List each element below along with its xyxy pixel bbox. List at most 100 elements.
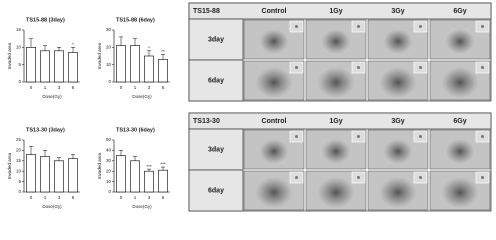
x-tick-label: 6 <box>162 195 165 200</box>
row-label-bg <box>188 169 244 212</box>
spheroid <box>256 67 292 98</box>
spheroid <box>446 139 474 164</box>
y-tick-label: 30 <box>106 27 112 32</box>
column-header: Control <box>262 8 287 15</box>
column-header: 6Gy <box>453 8 466 15</box>
x-tick-label: 1 <box>134 85 137 90</box>
bar <box>130 160 140 193</box>
x-tick-label: 3 <box>148 195 151 200</box>
error-bar <box>133 38 137 46</box>
error-bar <box>43 45 47 51</box>
column-header: 6Gy <box>453 118 466 125</box>
row-header: 6day <box>208 77 224 84</box>
x-tick-label: 0 <box>120 85 123 90</box>
bar <box>26 154 36 193</box>
spheroid <box>446 29 474 54</box>
inset-dot <box>419 66 422 69</box>
bar <box>54 160 64 193</box>
inset-dot <box>295 135 298 138</box>
column-header: 1Gy <box>329 118 342 125</box>
bar <box>158 169 168 193</box>
y-tick-label: 20 <box>16 148 22 153</box>
x-axis-label: Dose(Gy) <box>132 94 152 99</box>
spheroid <box>260 29 288 54</box>
y-axis-label: Invaded area <box>7 42 12 69</box>
header-bg <box>188 2 492 20</box>
inset-dot <box>357 66 360 69</box>
y-tick-label: 5 <box>18 62 21 67</box>
column-header: 3Gy <box>391 8 404 15</box>
error-bar <box>119 36 123 46</box>
error-bar <box>57 47 61 51</box>
x-tick-label: 0 <box>30 85 33 90</box>
x-tick-label: 6 <box>162 85 165 90</box>
spheroid <box>322 29 350 54</box>
bar <box>144 55 154 83</box>
row-label-bg <box>188 59 244 102</box>
grid-label: TS15-88 <box>193 8 220 15</box>
inset-dot <box>481 135 484 138</box>
x-tick-label: 3 <box>58 85 61 90</box>
x-axis-label: Dose(Gy) <box>42 204 62 209</box>
bar <box>68 52 78 83</box>
error-bar <box>71 47 75 53</box>
spheroid <box>318 67 354 98</box>
x-tick-label: 0 <box>120 195 123 200</box>
error-bar <box>161 54 165 60</box>
spheroid <box>322 139 350 164</box>
y-tick-label: 0 <box>108 189 111 194</box>
grid-label: TS13-30 <box>193 118 220 125</box>
error-bar <box>133 156 137 161</box>
chart-title: TS13-30 (6day) <box>116 127 155 133</box>
y-tick-label: 20 <box>106 168 112 173</box>
error-bar <box>29 38 33 48</box>
x-tick-label: 3 <box>148 85 151 90</box>
y-tick-label: 10 <box>106 62 112 67</box>
spheroid <box>442 67 478 98</box>
significance: *** <box>146 164 152 169</box>
error-bar <box>147 50 151 56</box>
error-bar <box>43 150 47 157</box>
significance: * <box>72 42 74 47</box>
x-axis-label: Dose(Gy) <box>42 94 62 99</box>
bar <box>40 156 50 193</box>
y-axis-label: Invaded area <box>97 42 102 69</box>
x-tick-label: 3 <box>58 195 61 200</box>
column-header: 3Gy <box>391 118 404 125</box>
y-tick-label: 30 <box>106 158 112 163</box>
y-tick-label: 10 <box>16 168 22 173</box>
error-bar <box>161 166 165 171</box>
y-tick-label: 15 <box>16 27 22 32</box>
spheroid <box>380 67 416 98</box>
column-header: 1Gy <box>329 8 342 15</box>
inset-dot <box>357 135 360 138</box>
inset-dot <box>481 176 484 179</box>
chart-title: TS13-30 (3day) <box>26 127 65 133</box>
row-header: 3day <box>208 36 224 43</box>
inset-dot <box>295 25 298 28</box>
significance: ** <box>161 49 165 54</box>
column-header: Control <box>262 118 287 125</box>
y-tick-label: 15 <box>16 158 22 163</box>
x-tick-label: 0 <box>30 195 33 200</box>
y-axis-label: Invaded area <box>7 152 12 179</box>
x-tick-label: 1 <box>44 85 47 90</box>
inset-dot <box>419 135 422 138</box>
chart-title: TS15-88 (3day) <box>26 17 65 23</box>
y-tick-label: 50 <box>106 137 112 142</box>
significance: * <box>148 45 150 50</box>
error-bar <box>29 145 33 155</box>
bar <box>158 59 168 83</box>
inset-dot <box>295 176 298 179</box>
error-bar <box>71 154 75 159</box>
spheroid <box>318 177 354 208</box>
inset-dot <box>357 176 360 179</box>
spheroid <box>384 29 412 54</box>
spheroid <box>384 139 412 164</box>
y-tick-label: 10 <box>106 179 112 184</box>
y-tick-label: 10 <box>16 45 22 50</box>
row-label-bg <box>188 128 244 171</box>
inset-dot <box>357 25 360 28</box>
y-tick-label: 25 <box>16 137 22 142</box>
spheroid <box>260 139 288 164</box>
